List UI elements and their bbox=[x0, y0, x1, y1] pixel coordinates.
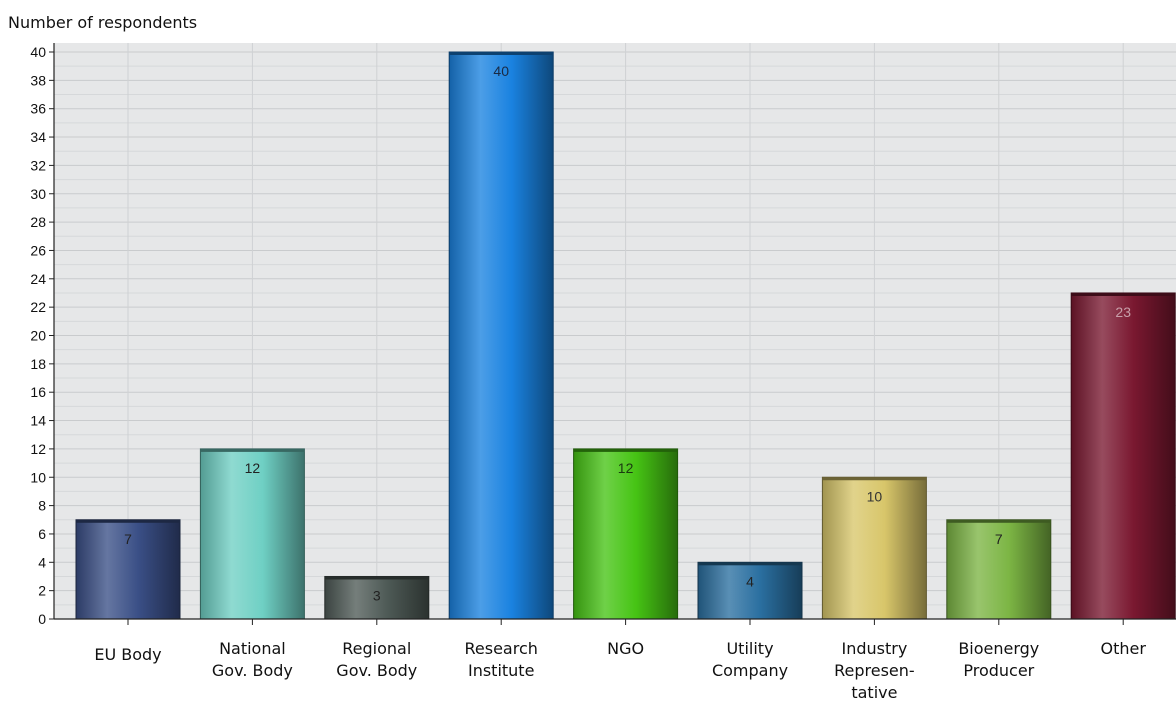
x-tick-label: EU Body bbox=[94, 645, 161, 664]
x-tick-label: Industry Represen-tative bbox=[834, 639, 915, 702]
x-tick-label: NGO bbox=[607, 639, 644, 658]
y-tick-label: 30 bbox=[30, 186, 46, 202]
bar bbox=[448, 51, 554, 620]
bar-value-label: 10 bbox=[867, 488, 883, 504]
bar-value-label: 23 bbox=[1115, 304, 1131, 320]
bar-top-edge bbox=[324, 576, 429, 580]
y-tick-label: 14 bbox=[30, 413, 46, 429]
y-tick-label: 28 bbox=[30, 214, 46, 230]
bar bbox=[697, 561, 803, 620]
bars: 7 12 3 40 12 4 10 7 23 bbox=[75, 51, 1176, 620]
bar-value-label: 12 bbox=[618, 460, 634, 476]
bar-value-label: 3 bbox=[373, 587, 381, 603]
bar-top-edge bbox=[200, 448, 305, 452]
y-axis-title: Number of respondents bbox=[8, 13, 198, 32]
bar bbox=[324, 575, 430, 620]
y-tick-label: 6 bbox=[38, 526, 46, 542]
bar-top-edge bbox=[1071, 292, 1176, 296]
y-tick-label: 10 bbox=[30, 469, 46, 485]
bar-top-edge bbox=[76, 519, 180, 523]
bar bbox=[75, 519, 181, 620]
y-tick-label: 36 bbox=[30, 101, 46, 117]
bar bbox=[946, 519, 1052, 620]
y-tick-label: 12 bbox=[30, 441, 46, 457]
y-tick-label: 20 bbox=[30, 328, 46, 344]
y-tick-label: 16 bbox=[30, 384, 46, 400]
x-tick-label: Other bbox=[1100, 639, 1146, 658]
y-tick-label: 40 bbox=[30, 44, 46, 60]
bar-top-edge bbox=[822, 477, 927, 481]
bar-value-label: 4 bbox=[746, 573, 754, 589]
y-tick-label: 26 bbox=[30, 242, 46, 258]
y-tick-label: 38 bbox=[30, 72, 46, 88]
x-tick-label: Bioenergy Producer bbox=[958, 639, 1039, 680]
y-tick-label: 22 bbox=[30, 299, 46, 315]
y-tick-label: 18 bbox=[30, 356, 46, 372]
axes bbox=[53, 43, 1176, 620]
bar-value-label: 7 bbox=[995, 531, 1003, 547]
bar-top-edge bbox=[573, 448, 678, 452]
y-tick-label: 2 bbox=[38, 583, 46, 599]
bar-value-label: 12 bbox=[245, 460, 261, 476]
bar-value-label: 40 bbox=[493, 63, 509, 79]
x-tick-label: Utility Company bbox=[712, 639, 788, 680]
y-tick-label: 0 bbox=[38, 611, 46, 627]
bar-top-edge bbox=[449, 52, 554, 55]
x-tick-labels: EU Body National Gov. Body Regional Gov. Bod… bbox=[94, 619, 1146, 702]
y-tick-label: 34 bbox=[30, 129, 46, 145]
y-tick-label: 8 bbox=[38, 498, 46, 514]
y-tick-label: 32 bbox=[30, 157, 46, 173]
x-tick-label: National Gov. Body bbox=[212, 639, 293, 680]
x-tick-label: Regional Gov. Body bbox=[336, 639, 417, 680]
bar bbox=[821, 476, 927, 620]
bar bbox=[1070, 292, 1176, 620]
x-tick-label: Research Institute bbox=[465, 639, 538, 680]
bar-top-edge bbox=[946, 519, 1051, 523]
y-tick-label: 4 bbox=[38, 554, 46, 570]
bar bbox=[573, 448, 679, 620]
bar-top-edge bbox=[698, 562, 802, 566]
bar bbox=[199, 448, 305, 620]
bar-value-label: 7 bbox=[124, 531, 132, 547]
y-tick-label: 24 bbox=[30, 271, 46, 287]
